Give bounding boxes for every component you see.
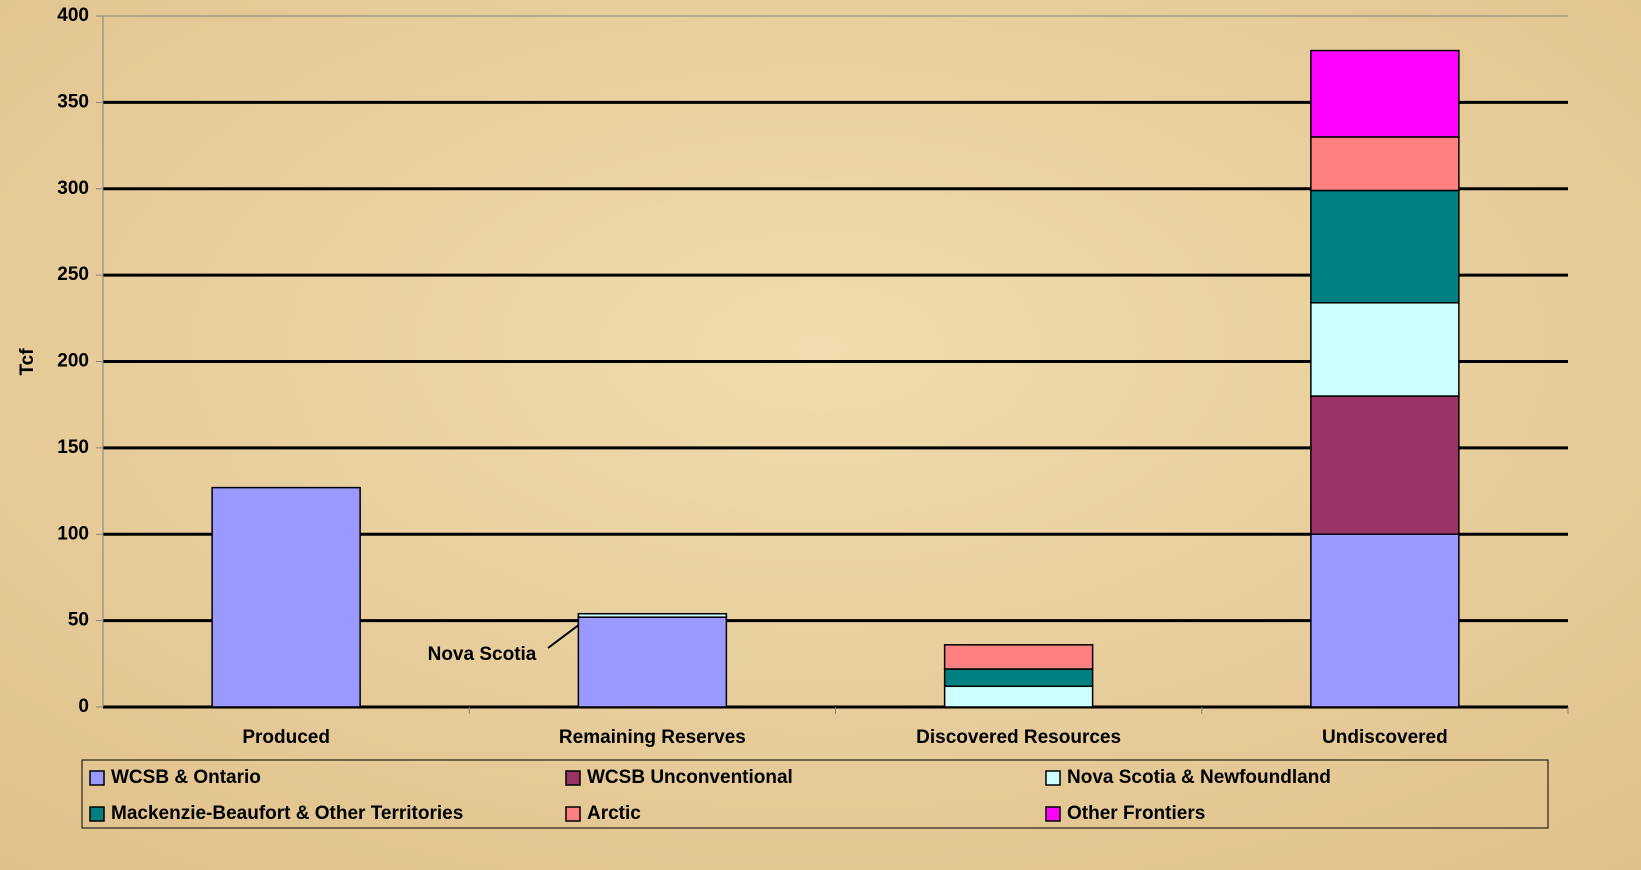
legend-label: WCSB & Ontario [111,767,261,788]
bar-segment [943,685,1094,708]
bar-segment [943,668,1094,688]
legend-box [81,759,1549,829]
x-tick-label: Produced [242,727,330,748]
y-tick-label: 0 [78,696,89,717]
bar-segment [1310,533,1460,708]
bar-segment [1310,395,1460,535]
legend-swatch [1045,806,1061,822]
x-tick-label: Remaining Reserves [559,727,746,748]
legend-swatch [89,770,105,786]
y-axis-label: Tcf [17,348,38,376]
legend-label: Other Frontiers [1067,803,1205,824]
bar-segment [1310,136,1460,192]
y-tick-label: 350 [57,91,89,112]
y-tick-label: 250 [57,264,89,285]
y-tick-label: 50 [68,610,89,631]
y-tick-label: 150 [57,437,89,458]
y-tick-label: 100 [57,523,89,544]
bar-segment [577,612,728,618]
x-tick-label: Undiscovered [1322,727,1448,748]
legend-label: Mackenzie-Beaufort & Other Territories [111,803,463,824]
annotation: Nova Scotia [428,644,537,665]
bar-segment [943,644,1094,670]
legend-label: WCSB Unconventional [587,767,793,788]
bar-segment [1310,302,1460,397]
y-tick-label: 400 [57,5,89,26]
legend-label: Nova Scotia & Newfoundland [1067,767,1331,788]
y-tick-label: 300 [57,178,89,199]
y-tick-label: 200 [57,351,89,372]
bar-segment [577,616,728,708]
legend-swatch [565,770,581,786]
legend-swatch [89,806,105,822]
bar-segment [1310,189,1460,304]
bar-segment [1310,49,1460,138]
legend-swatch [1045,770,1061,786]
legend-swatch [565,806,581,822]
legend-label: Arctic [587,803,641,824]
x-tick-label: Discovered Resources [916,727,1121,748]
bar-segment [211,486,361,708]
